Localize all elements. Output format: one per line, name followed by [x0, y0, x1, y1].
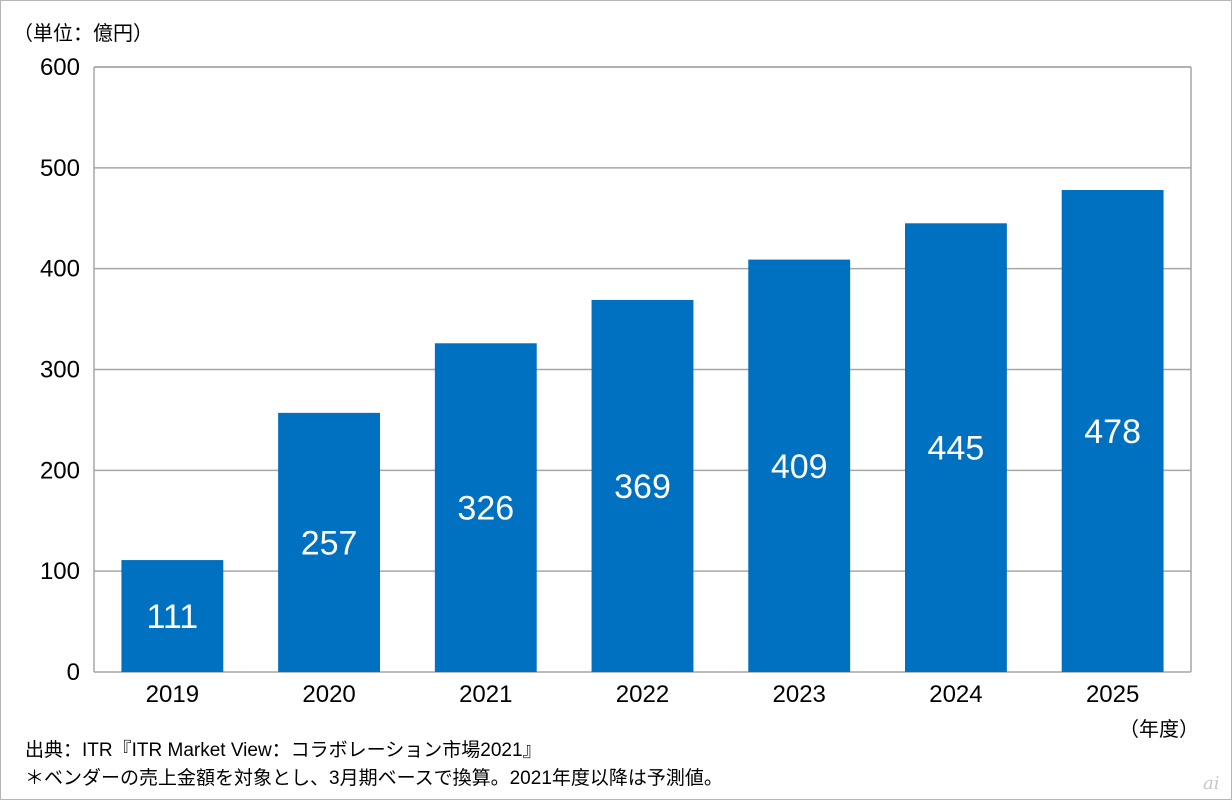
y-tick-label: 200	[40, 457, 80, 484]
x-tick-label: 2022	[616, 681, 669, 708]
bar-data-label: 257	[301, 524, 358, 562]
bar-data-label: 478	[1084, 413, 1141, 451]
x-tick-label: 2021	[459, 681, 512, 708]
y-tick-label: 300	[40, 357, 80, 384]
source-note: 出典：ITR『ITR Market View：コラボレーション市場2021』	[25, 740, 542, 761]
y-tick-label: 400	[40, 256, 80, 283]
x-tick-label: 2025	[1086, 681, 1139, 708]
bar-data-label: 326	[457, 490, 514, 528]
ai-logo: ai	[1203, 773, 1220, 794]
footnote: ＊ベンダーの売上金額を対象とし、3月期ベースで換算。2021年度以降は予測値。	[25, 768, 723, 789]
bar	[904, 223, 1007, 672]
y-tick-label: 100	[40, 558, 80, 585]
bar	[1061, 190, 1164, 672]
x-tick-label: 2023	[773, 681, 826, 708]
bar-data-label: 369	[614, 468, 671, 506]
y-tick-label: 0	[67, 659, 80, 686]
bar	[748, 259, 851, 672]
bar	[434, 343, 537, 672]
bar	[121, 560, 224, 672]
y-tick-label: 600	[40, 54, 80, 81]
bar-data-label: 409	[771, 448, 828, 486]
bar-data-label: 445	[928, 430, 985, 468]
bar	[591, 299, 694, 672]
x-axis-unit-label: （年度）	[1119, 719, 1199, 741]
bar-data-label: 111	[147, 598, 199, 636]
x-tick-label: 2020	[302, 681, 355, 708]
y-tick-label: 500	[40, 155, 80, 182]
bar	[278, 412, 381, 672]
unit-label: （単位：億円）	[13, 23, 153, 45]
x-tick-label: 2019	[146, 681, 199, 708]
x-tick-label: 2024	[929, 681, 982, 708]
